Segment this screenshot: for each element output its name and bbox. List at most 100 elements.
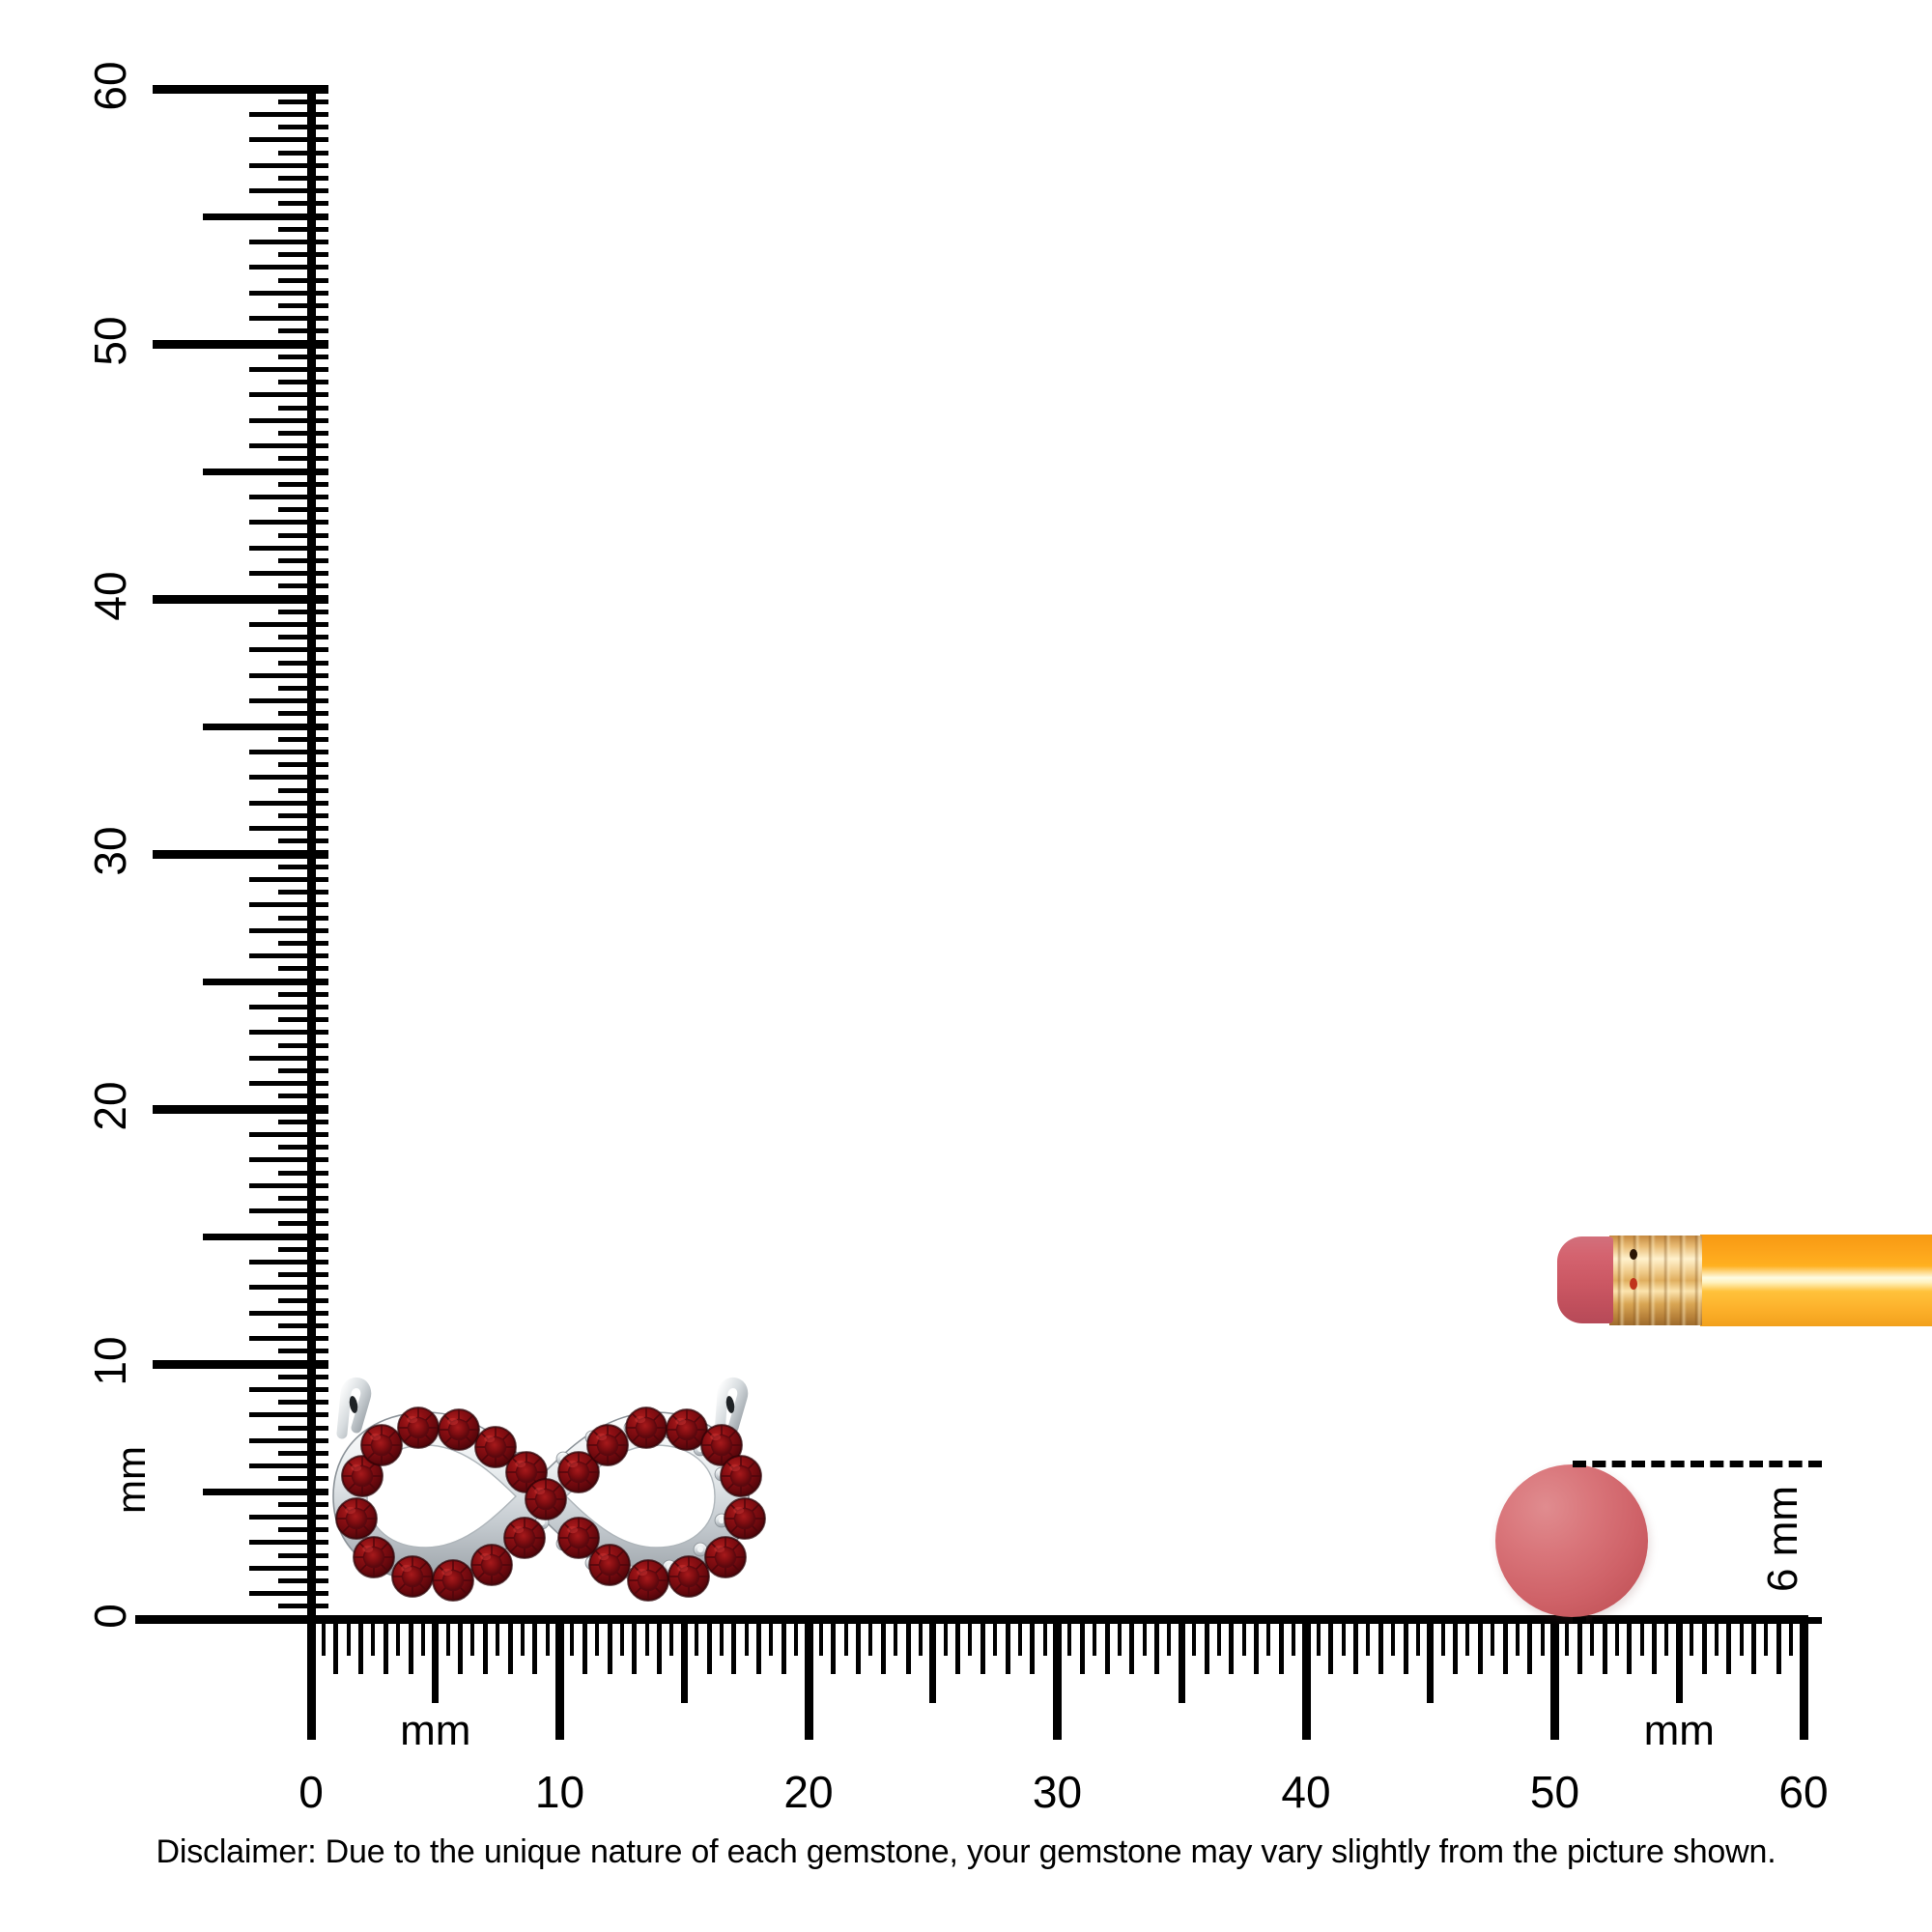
vruler-tick-8.5mm	[278, 1400, 328, 1406]
vruler-tick-28.5mm	[278, 890, 328, 895]
hruler-tick-52mm	[1602, 1624, 1607, 1674]
hruler-tick-54mm	[1652, 1624, 1657, 1674]
hruler-tick-48mm	[1502, 1624, 1508, 1674]
measurement-label-6mm-text: 6 mm	[1759, 1486, 1806, 1592]
vruler-tick-51.5mm	[278, 302, 328, 308]
vruler-tick-53.5mm	[278, 252, 328, 258]
vruler-tick-23.5mm	[278, 1017, 328, 1023]
vruler-tick-20mm	[153, 1104, 328, 1114]
vruler-tick-16mm	[249, 1208, 328, 1214]
horizontal-ruler-spine	[135, 1615, 1808, 1624]
hruler-label-20: 20	[783, 1767, 834, 1817]
hruler-label-50: 50	[1529, 1767, 1580, 1817]
hruler-tick-22mm	[856, 1624, 861, 1674]
hruler-tick-57mm	[1726, 1624, 1732, 1674]
hruler-tick-26mm	[955, 1624, 960, 1674]
hruler-tick-50mm	[1550, 1624, 1559, 1740]
vruler-tick-39.5mm	[278, 609, 328, 614]
hruler-tick-12.5mm	[619, 1624, 624, 1656]
vruler-tick-38mm	[249, 647, 328, 653]
hruler-tick-37mm	[1229, 1624, 1235, 1674]
hruler-tick-4mm	[408, 1624, 413, 1674]
hruler-tick-14mm	[657, 1624, 662, 1674]
hruler-tick-8.5mm	[520, 1624, 525, 1656]
hruler-tick-41mm	[1328, 1624, 1334, 1674]
vruler-tick-11mm	[249, 1336, 328, 1342]
hruler-tick-44.5mm	[1415, 1624, 1420, 1656]
vruler-tick-41.5mm	[278, 557, 328, 563]
vruler-tick-57.5mm	[278, 150, 328, 156]
vruler-tick-58mm	[249, 137, 328, 143]
measure-dash-top	[1573, 1461, 1822, 1467]
hruler-tick-22.5mm	[868, 1624, 873, 1656]
hruler-tick-47.5mm	[1491, 1624, 1495, 1656]
vruler-tick-42.5mm	[278, 532, 328, 538]
vruler-label-20: 20	[85, 1081, 135, 1131]
vruler-tick-10.5mm	[278, 1349, 328, 1354]
hruler-label-40: 40	[1281, 1767, 1331, 1817]
vruler-label-40: 40	[85, 571, 135, 621]
vruler-tick-12mm	[249, 1310, 328, 1316]
vruler-tick-26mm	[249, 953, 328, 959]
vruler-tick-32.5mm	[278, 787, 328, 793]
vruler-tick-50.5mm	[278, 328, 328, 334]
vruler-label-50: 50	[85, 316, 135, 366]
vruler-tick-14.5mm	[278, 1246, 328, 1252]
measure-dash-bottom	[1573, 1617, 1822, 1624]
vruler-tick-41mm	[249, 571, 328, 577]
vruler-tick-25mm	[203, 978, 328, 985]
vruler-tick-59mm	[249, 111, 328, 117]
vruler-tick-16.5mm	[278, 1195, 328, 1201]
hruler-tick-5mm	[432, 1624, 440, 1703]
hruler-tick-0.5mm	[321, 1624, 326, 1656]
pendant-metal-band	[332, 1411, 750, 1581]
hruler-tick-55mm	[1675, 1624, 1683, 1703]
hruler-label-10: 10	[534, 1767, 585, 1817]
vruler-tick-30.5mm	[278, 838, 328, 844]
hruler-tick-6.5mm	[470, 1624, 475, 1656]
hruler-tick-27.5mm	[993, 1624, 998, 1656]
vruler-tick-27.5mm	[278, 915, 328, 921]
vruler-tick-0mm	[153, 1614, 328, 1624]
hruler-tick-19mm	[781, 1624, 786, 1674]
pencil-reference-object	[1528, 1235, 1932, 1326]
hruler-tick-24mm	[905, 1624, 911, 1674]
vruler-tick-4mm	[249, 1514, 328, 1520]
vruler-tick-44mm	[249, 494, 328, 499]
hruler-tick-3mm	[383, 1624, 388, 1674]
hruler-tick-49.5mm	[1540, 1624, 1545, 1656]
hruler-tick-25.5mm	[943, 1624, 948, 1656]
vruler-tick-49.5mm	[278, 354, 328, 359]
vruler-tick-29.5mm	[278, 864, 328, 869]
hruler-tick-45.5mm	[1440, 1624, 1445, 1656]
vruler-tick-17mm	[249, 1182, 328, 1188]
vruler-tick-25.5mm	[278, 966, 328, 972]
vruler-tick-42mm	[249, 545, 328, 551]
vruler-tick-0.5mm	[278, 1604, 328, 1609]
hruler-tick-3.5mm	[396, 1624, 401, 1656]
vruler-tick-18.5mm	[278, 1145, 328, 1151]
hruler-tick-32mm	[1104, 1624, 1110, 1674]
hruler-tick-1.5mm	[346, 1624, 351, 1656]
hruler-tick-17mm	[731, 1624, 737, 1674]
hruler-tick-24.5mm	[918, 1624, 923, 1656]
vruler-tick-40mm	[153, 594, 328, 604]
vruler-tick-57mm	[249, 162, 328, 168]
ferrule-crimp-dot-red	[1630, 1278, 1637, 1290]
hruler-tick-16mm	[706, 1624, 712, 1674]
vruler-tick-52.5mm	[278, 277, 328, 283]
hruler-tick-23.5mm	[894, 1624, 898, 1656]
vruler-tick-45mm	[203, 468, 328, 475]
hruler-tick-2mm	[358, 1624, 363, 1674]
hruler-tick-59.5mm	[1789, 1624, 1794, 1656]
hruler-tick-18.5mm	[769, 1624, 774, 1656]
hruler-tick-56.5mm	[1714, 1624, 1719, 1656]
vruler-label-10: 10	[85, 1336, 135, 1386]
vruler-tick-8mm	[249, 1412, 328, 1418]
vruler-tick-6.5mm	[278, 1450, 328, 1456]
vruler-tick-49mm	[249, 366, 328, 372]
vruler-tick-19mm	[249, 1131, 328, 1137]
hruler-tick-21.5mm	[843, 1624, 848, 1656]
hruler-tick-4.5mm	[420, 1624, 425, 1656]
